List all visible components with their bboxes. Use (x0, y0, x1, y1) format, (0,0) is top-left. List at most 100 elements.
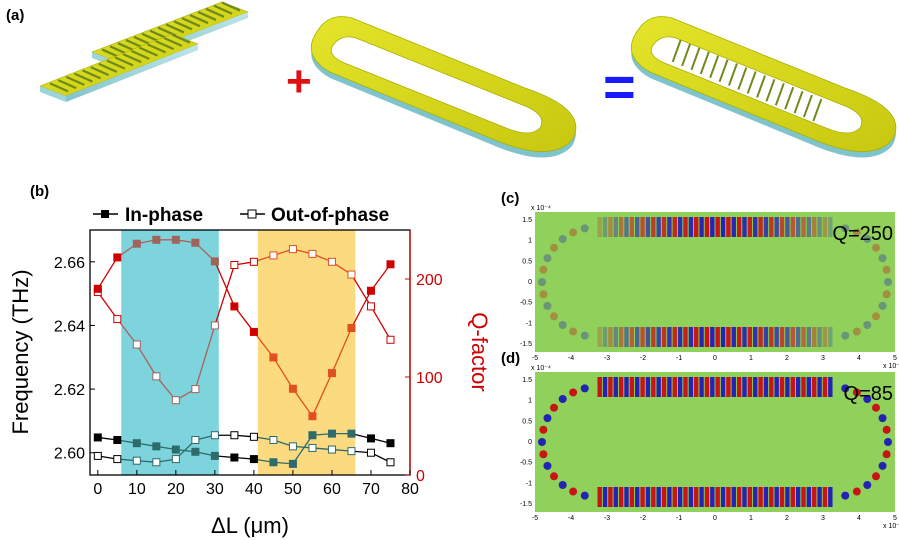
comb-finger (774, 82, 785, 106)
map-x-tick: 4 (857, 355, 861, 362)
comb-finger (173, 20, 193, 31)
field-stripe (736, 487, 742, 507)
data-point (347, 429, 356, 438)
field-map-d: 1.5 1 0.5 0 -0.5 -1 -1.5 x 10⁻⁴ -5 -4 -3 -2 -1 0 1 2 3 4 5… (520, 365, 899, 530)
comb-finger (65, 75, 85, 86)
field-stripe (704, 327, 710, 347)
field-end-spot (882, 425, 891, 434)
series-line-segment (311, 372, 333, 417)
field-stripe (753, 327, 758, 347)
field-stripe (753, 487, 758, 507)
y-axis-title: Frequency (THz) (8, 269, 33, 434)
field-stripe (726, 327, 731, 347)
data-point (93, 433, 102, 442)
field-end-spot (878, 301, 887, 310)
combined-device-illustration (630, 16, 897, 158)
field-stripe (656, 327, 661, 347)
field-stripe (699, 217, 704, 237)
map-y-exponent: x 10⁻⁴ (531, 365, 551, 372)
data-point (113, 436, 122, 444)
field-stripe (602, 327, 608, 347)
field-stripe (635, 327, 640, 347)
field-stripe (785, 487, 790, 507)
field-stripe (785, 377, 790, 397)
map-x-exponent: x 10⁻⁴ (883, 363, 899, 370)
q-factor-label: Q=85 (844, 383, 893, 405)
x-tick-label: 0 (93, 481, 102, 498)
comb-finger (90, 66, 110, 77)
map-x-tick: 3 (821, 355, 825, 362)
field-stripe (672, 487, 677, 507)
field-stripe (645, 377, 651, 397)
field-stripe (801, 327, 806, 347)
field-stripe (790, 487, 795, 507)
field-stripe (656, 487, 661, 507)
map-x-tick: -5 (532, 515, 538, 522)
field-end-spot (841, 491, 850, 500)
map-x-tick: -4 (568, 355, 574, 362)
field-stripe (640, 327, 645, 347)
comb-finger (784, 86, 795, 110)
comb-finger (802, 94, 813, 118)
field-stripe (801, 217, 806, 237)
field-stripe (828, 327, 833, 347)
data-point (308, 412, 317, 421)
y-tick-label: 2.62 (54, 382, 85, 399)
field-stripe (613, 487, 618, 507)
field-end-spot (543, 301, 552, 310)
x-tick-label: 10 (128, 481, 146, 498)
comb-strip-lower (39, 33, 199, 102)
comb-finger (746, 71, 757, 94)
field-stripe (758, 377, 763, 397)
field-stripe (667, 327, 672, 347)
comb-finger (181, 17, 201, 28)
comb-finger (147, 43, 167, 54)
comb-finger (98, 62, 118, 73)
field-stripe (677, 377, 683, 397)
data-point (288, 442, 297, 451)
data-point (347, 270, 356, 279)
field-stripe (618, 377, 624, 397)
field-stripe (688, 377, 694, 397)
series-line-segment (292, 434, 313, 465)
data-point (113, 455, 122, 464)
field-stripe (812, 327, 817, 347)
map-y-exponent: x 10⁻⁴ (531, 205, 551, 212)
data-point (327, 257, 336, 266)
data-point (249, 327, 258, 336)
field-stripe (618, 217, 624, 237)
field-stripe (710, 377, 715, 397)
field-stripe (618, 327, 624, 347)
field-background (535, 372, 895, 512)
field-end-spot (538, 278, 546, 286)
field-stripe (715, 327, 720, 347)
data-point (230, 302, 239, 311)
field-end-spot (539, 290, 548, 299)
field-stripe (656, 377, 661, 397)
comb-finger (106, 59, 126, 70)
data-point (191, 447, 200, 456)
field-end-spot (543, 254, 552, 263)
map-x-tick: 1 (749, 515, 753, 522)
field-stripe (812, 377, 817, 397)
field-stripe (795, 487, 801, 507)
data-point (152, 458, 161, 467)
field-stripe (635, 377, 640, 397)
field-stripe (635, 487, 640, 507)
map-y-tick: 1.5 (522, 377, 532, 384)
field-stripe (688, 327, 694, 347)
field-stripe (795, 327, 801, 347)
field-stripe (683, 487, 688, 507)
legend-out-of-phase: Out-of-phase (271, 205, 389, 226)
field-stripe (715, 377, 720, 397)
comb-finger (197, 10, 217, 21)
data-point (171, 235, 180, 244)
data-point (230, 431, 239, 440)
field-end-spot (580, 384, 589, 393)
field-stripe (769, 377, 774, 397)
series-line-segment (136, 344, 157, 377)
data-point (93, 284, 102, 293)
field-stripe (672, 217, 677, 237)
field-stripe (710, 217, 715, 237)
map-x-tick: -1 (676, 355, 682, 362)
